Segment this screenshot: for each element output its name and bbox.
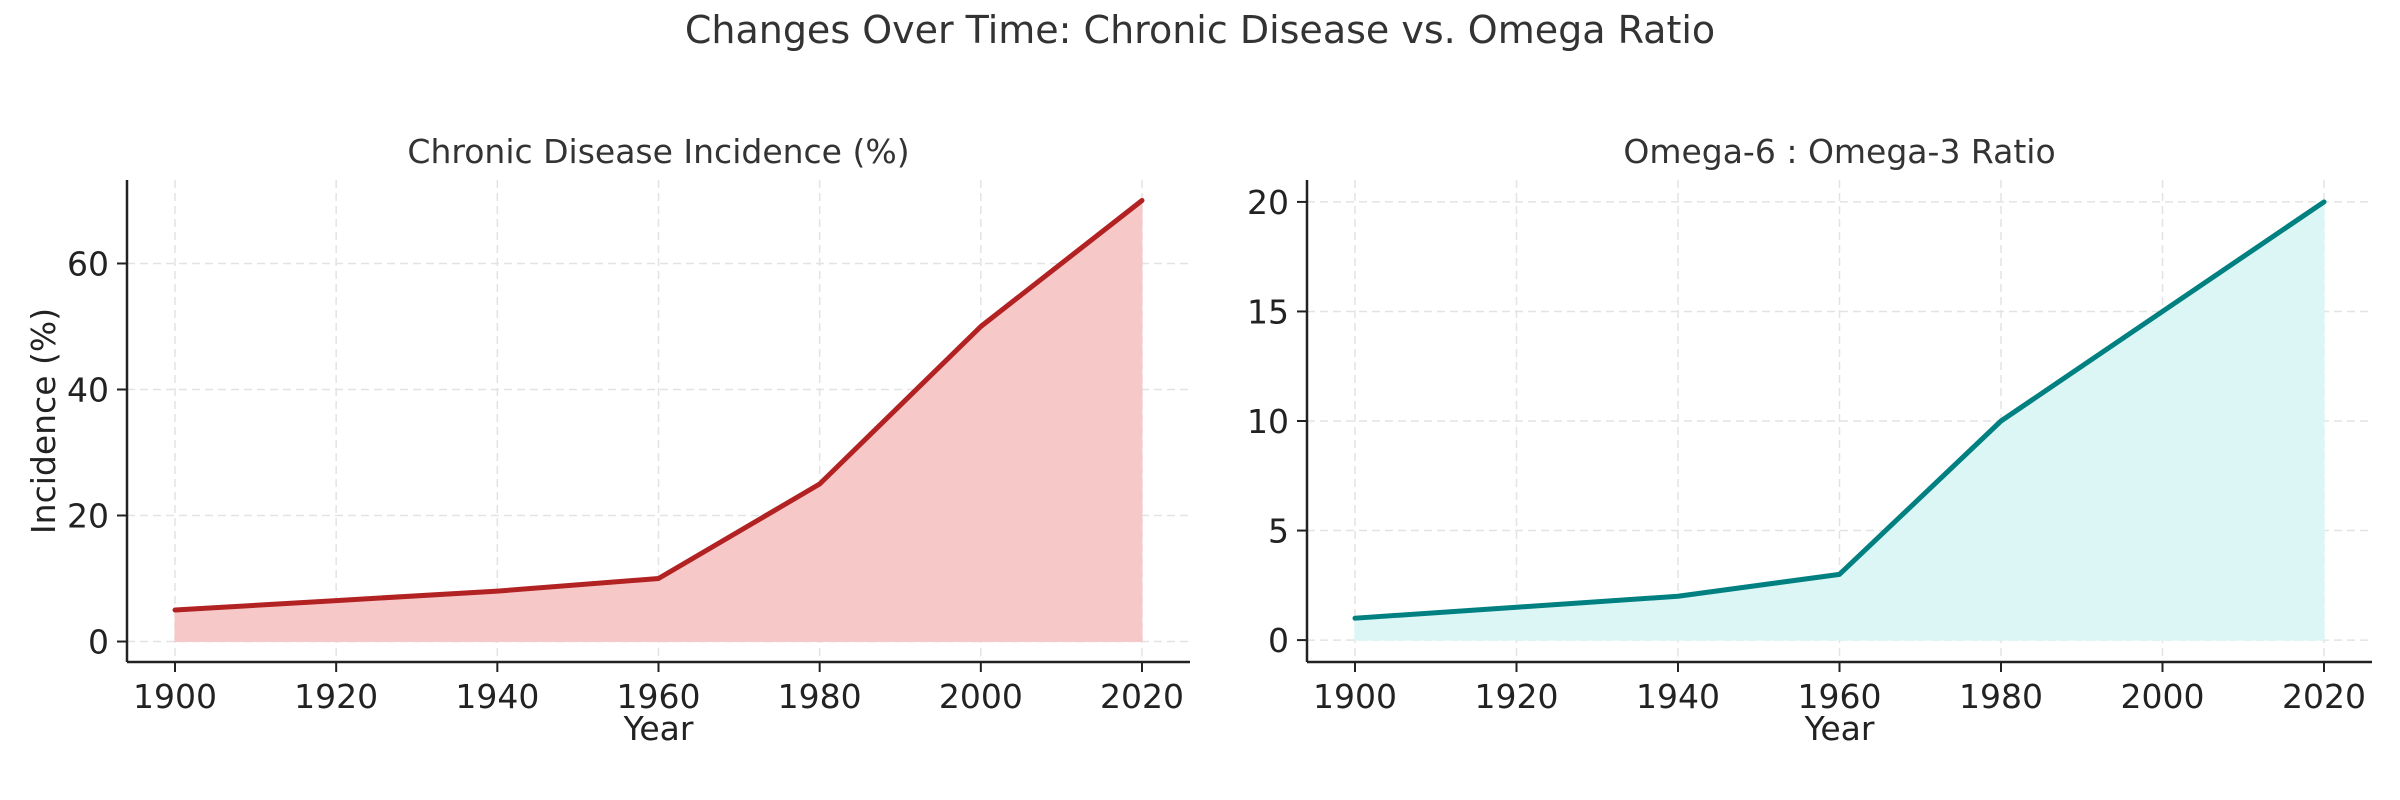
- chart-title: Chronic Disease Incidence (%): [407, 132, 909, 171]
- x-tick-label: 2000: [939, 677, 1023, 716]
- x-tick-label: 1960: [617, 677, 701, 716]
- x-tick-label: 1920: [1475, 677, 1559, 716]
- y-tick-label: 15: [1247, 292, 1289, 331]
- y-tick-label: 0: [88, 623, 109, 662]
- x-tick-label: 1980: [778, 677, 862, 716]
- x-tick-label: 2020: [2282, 677, 2366, 716]
- x-tick-label: 2000: [2121, 677, 2205, 716]
- y-tick-label: 20: [1247, 183, 1289, 222]
- series-line: [172, 197, 1145, 613]
- chart-title: Omega-6 : Omega-3 Ratio: [1623, 132, 2055, 171]
- y-tick-label: 10: [1247, 402, 1289, 441]
- x-tick-label: 1900: [1313, 677, 1397, 716]
- x-tick-label: 1940: [1636, 677, 1720, 716]
- x-tick-label: 2020: [1100, 677, 1184, 716]
- y-tick-label: 60: [67, 244, 109, 283]
- y-tick-label: 0: [1268, 621, 1289, 660]
- y-tick-label: 20: [67, 497, 109, 536]
- chart-panel-2: 1900 1920 1940 1960 1980 2000 2020 0 5 10 15 20 Omeg…: [1247, 132, 2372, 748]
- y-axis-label: Incidence (%): [24, 308, 63, 534]
- figure-title: Changes Over Time: Chronic Disease vs. O…: [684, 8, 1716, 52]
- x-axis-label: Year: [1804, 709, 1875, 748]
- x-tick-label: 1960: [1798, 677, 1882, 716]
- chart-panel-1: 1900 1920 1940 1960 1980 2000 2020 0 20 40 60 Chron…: [24, 132, 1190, 748]
- x-tick-label: 1920: [294, 677, 378, 716]
- y-tick-label: 5: [1268, 512, 1289, 551]
- x-axis-label: Year: [623, 709, 694, 748]
- x-tick-label: 1900: [133, 677, 217, 716]
- x-tick-label: 1940: [455, 677, 539, 716]
- y-tick-label: 40: [67, 370, 109, 409]
- x-tick-label: 1980: [1959, 677, 2043, 716]
- series-line: [1352, 199, 2327, 621]
